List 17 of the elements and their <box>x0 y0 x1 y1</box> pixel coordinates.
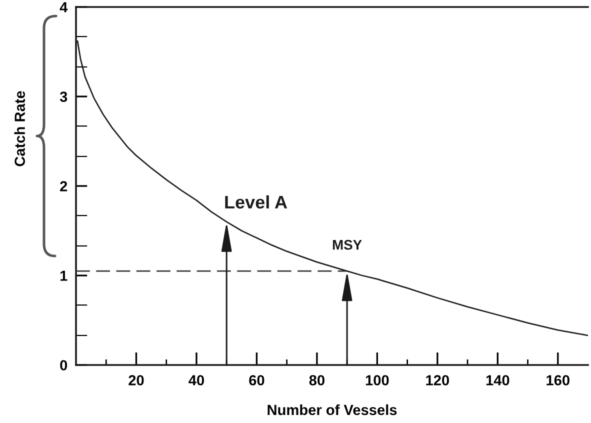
x-tick-label: 80 <box>309 375 324 386</box>
x-axis-title: Number of Vessels <box>268 404 397 416</box>
annotation: MSY <box>332 240 362 250</box>
x-tick-label: 60 <box>249 375 264 386</box>
x-tick-label: 20 <box>128 375 144 386</box>
y-tick-label: 1 <box>60 270 68 281</box>
y-tick-label: 0 <box>60 360 68 370</box>
x-tick-label: 140 <box>486 375 510 386</box>
x-tick-label: 40 <box>188 375 204 386</box>
x-tick-label: 100 <box>366 375 389 386</box>
y-axis-title: Catch Rate <box>14 91 25 166</box>
y-tick-label: 3 <box>60 92 68 102</box>
y-tick-label: 2 <box>60 181 68 192</box>
annotation: Level A <box>225 195 288 209</box>
x-tick-label: 160 <box>546 375 570 386</box>
y-tick-label: 4 <box>60 2 68 12</box>
x-tick-label: 120 <box>426 375 449 386</box>
